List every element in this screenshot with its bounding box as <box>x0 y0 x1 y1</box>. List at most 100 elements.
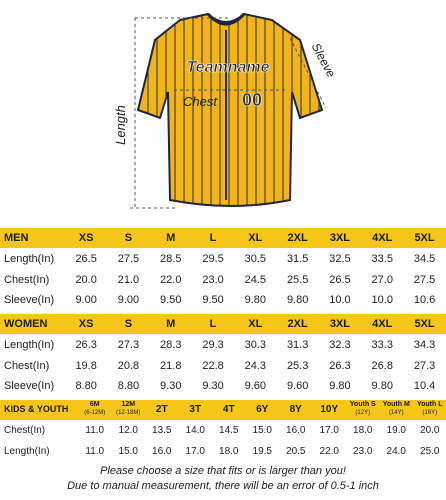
size-value: 16.0 <box>152 445 172 457</box>
jersey <box>136 12 324 207</box>
size-value: 9.60 <box>286 380 309 392</box>
table-title: KIDS & YOUTH <box>4 404 69 414</box>
size-header: XS <box>78 232 94 244</box>
note: Due to manual measurement, there will be… <box>67 480 379 492</box>
size-value: 27.5 <box>117 253 140 265</box>
size-value: 31.3 <box>286 339 309 351</box>
header-band <box>0 228 446 248</box>
size-value: 32.3 <box>329 339 351 351</box>
size-header: Youth M <box>382 401 410 408</box>
size-value: 30.5 <box>244 253 267 265</box>
size-value: 20.8 <box>117 359 140 372</box>
size-value: 27.5 <box>413 273 436 286</box>
size-header: 4T <box>222 404 235 415</box>
note: Please choose a size that fits or is lar… <box>100 465 346 477</box>
size-header: 6M <box>89 401 100 408</box>
row-label: Chest(In) <box>4 273 50 286</box>
size-value: 26.3 <box>75 339 97 351</box>
size-header: 2XL <box>287 318 308 330</box>
table-title: MEN <box>4 232 29 244</box>
size-header: XS <box>78 318 94 330</box>
size-value: 25.5 <box>286 273 309 286</box>
size-header: L <box>209 318 217 330</box>
chest-label: Chest <box>183 94 218 109</box>
size-value: 11.0 <box>85 425 105 436</box>
size-value: 20.0 <box>420 425 440 436</box>
jersey-figure: Length Sleeve Chest Teamname 00 <box>113 12 339 209</box>
size-age: (6-12M) <box>84 410 106 416</box>
size-value: 21.8 <box>160 359 182 372</box>
size-header: 3T <box>189 404 202 415</box>
size-value: 9.30 <box>160 380 182 392</box>
length-label: Length <box>113 105 128 145</box>
size-header: S <box>124 318 133 330</box>
size-value: 32.5 <box>329 253 351 265</box>
size-value: 9.80 <box>329 380 351 392</box>
row-label: Chest(In) <box>4 425 46 436</box>
size-value: 27.0 <box>371 273 393 286</box>
size-value: 34.3 <box>413 339 436 351</box>
row-label: Sleeve(In) <box>4 380 55 392</box>
size-value: 8.80 <box>117 380 140 392</box>
row-label: Length(In) <box>4 445 50 457</box>
size-value: 25.3 <box>286 359 309 372</box>
size-value: 28.3 <box>160 339 182 351</box>
team-name: Teamname <box>187 59 270 76</box>
size-value: 17.0 <box>319 425 339 436</box>
sleeve-label: Sleeve <box>309 41 339 80</box>
size-value: 29.3 <box>202 339 224 351</box>
size-value: 9.00 <box>75 294 97 306</box>
size-value: 18.0 <box>353 425 373 436</box>
size-value: 11.0 <box>85 445 105 457</box>
size-header: Youth S <box>349 401 376 408</box>
size-value: 22.0 <box>319 445 339 457</box>
size-value: 9.80 <box>244 294 267 306</box>
size-value: 10.0 <box>371 294 393 306</box>
size-value: 9.50 <box>202 294 224 306</box>
size-age: (12Y) <box>355 410 371 416</box>
header-band <box>0 400 446 420</box>
size-value: 26.5 <box>329 273 351 286</box>
size-age: (16Y) <box>422 410 438 416</box>
header-band <box>0 314 446 334</box>
size-header: 6Y <box>256 404 269 415</box>
size-value: 10.4 <box>413 380 436 392</box>
size-header: XL <box>248 318 263 330</box>
size-value: 34.5 <box>413 253 436 265</box>
size-value: 24.0 <box>386 445 406 457</box>
size-value: 9.80 <box>371 380 393 392</box>
size-value: 33.3 <box>371 339 393 351</box>
row-label: Sleeve(In) <box>4 294 55 306</box>
size-header: 2XL <box>287 232 308 244</box>
row-label: Length(In) <box>4 253 55 265</box>
size-value: 9.80 <box>286 294 309 306</box>
size-value: 26.8 <box>371 359 393 372</box>
size-value: 19.8 <box>75 359 97 372</box>
size-value: 26.5 <box>75 253 97 265</box>
size-value: 15.0 <box>252 425 272 436</box>
size-value: 9.60 <box>244 380 267 392</box>
size-value: 22.0 <box>160 273 182 286</box>
size-header: XL <box>248 232 263 244</box>
size-value: 20.5 <box>286 445 306 457</box>
size-header: L <box>209 232 217 244</box>
row-label: Length(In) <box>4 339 55 351</box>
size-header: M <box>166 318 176 330</box>
size-value: 18.0 <box>219 445 239 457</box>
size-value: 15.0 <box>118 445 138 457</box>
size-value: 24.3 <box>244 359 267 372</box>
size-value: 23.0 <box>353 445 373 457</box>
size-value: 16.0 <box>286 425 306 436</box>
size-value: 31.5 <box>286 253 309 265</box>
size-value: 14.5 <box>219 425 239 436</box>
size-header: S <box>124 232 133 244</box>
size-age: (12-18M) <box>116 410 141 416</box>
size-header: 4XL <box>372 232 393 244</box>
size-value: 12.0 <box>118 425 138 436</box>
size-value: 10.6 <box>413 294 436 306</box>
size-value: 29.5 <box>202 253 224 265</box>
row-label: Chest(In) <box>4 359 50 372</box>
size-value: 14.0 <box>185 425 205 436</box>
size-value: 26.3 <box>329 359 351 372</box>
